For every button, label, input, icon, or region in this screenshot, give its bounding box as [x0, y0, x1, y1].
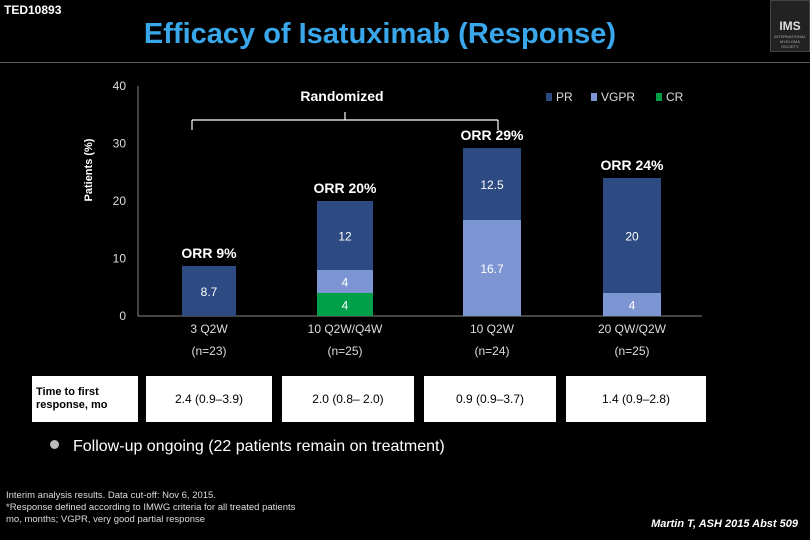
y-tick-label: 20 — [113, 194, 127, 208]
legend-swatch-cr — [656, 93, 662, 101]
bar-label: 4 — [342, 299, 349, 313]
bar-vgpr — [317, 270, 373, 293]
legend: PR VGPR CR — [546, 90, 684, 104]
orr-label: ORR 29% — [460, 127, 524, 143]
bar-pr — [182, 265, 236, 316]
legend-pr: PR — [556, 90, 573, 104]
legend-swatch-vgpr — [591, 93, 597, 101]
x-tick-label: 10 Q2W/Q4W — [308, 322, 383, 336]
y-tick-label: 10 — [113, 252, 127, 266]
randomized-bracket — [191, 112, 499, 130]
bar-label: 4 — [629, 299, 636, 313]
x-tick-n-label: (n=24) — [474, 344, 509, 358]
time-to-response-table: Time to first response, mo 2.4 (0.9–3.9)… — [32, 376, 706, 422]
bullet-icon — [50, 440, 59, 450]
table-cell-3-q2w: 2.4 (0.9–3.9) — [146, 376, 272, 422]
table-cell-10-q2w: 0.9 (0.9–3.7) — [424, 376, 556, 422]
x-tick-n-label: (n=23) — [191, 344, 226, 358]
table-header: Time to first response, mo — [32, 376, 138, 422]
legend-vgpr: VGPR — [601, 90, 635, 104]
orr-label: ORR 20% — [313, 180, 377, 196]
response-bar-chart: 40 30 20 10 0 Patients (%) Randomized PR VGP… — [83, 79, 702, 358]
bar-pr — [603, 178, 661, 293]
bar-pr — [317, 201, 373, 270]
orr-label: ORR 9% — [181, 245, 237, 261]
bar-label: 16.7 — [480, 262, 504, 276]
bullet-point: Follow-up ongoing (22 patients remain on… — [50, 438, 445, 456]
title-divider — [0, 62, 810, 63]
legend-cr: CR — [666, 90, 684, 104]
bar-label: 4 — [342, 276, 349, 290]
bar-vgpr — [603, 293, 661, 316]
bar-label: 12 — [338, 230, 352, 244]
footnote-line: Interim analysis results. Data cut-off: … — [6, 490, 216, 501]
ims-logo: IMS INTERNATIONAL MYELOMA SOCIETY — [770, 0, 810, 52]
table-cell-10-q2w-q4w: 2.0 (0.8– 2.0) — [282, 376, 414, 422]
y-tick-label: 30 — [113, 137, 127, 151]
y-tick-labels: 40 30 20 10 0 — [113, 79, 127, 323]
footnote-line: *Response defined according to IMWG crit… — [6, 502, 296, 513]
logo-subtext: INTERNATIONAL MYELOMA SOCIETY — [774, 34, 806, 49]
legend-swatch-pr — [546, 93, 552, 101]
x-tick-label: 3 Q2W — [190, 322, 228, 336]
footnote: Interim analysis results. Data cut-off: … — [6, 490, 295, 526]
bar-label: 20 — [625, 230, 639, 244]
y-tick-label: 40 — [113, 79, 127, 93]
slide-title: Efficacy of Isatuximab (Response) — [143, 18, 617, 50]
footnote-line: mo, months; VGPR, very good partial resp… — [6, 514, 206, 525]
randomized-label: Randomized — [300, 88, 383, 104]
table-cell-20-qw-q2w: 1.4 (0.9–2.8) — [566, 376, 706, 422]
x-tick-n-label: (n=25) — [614, 344, 649, 358]
x-tick-label: 20 QW/Q2W — [598, 322, 667, 336]
y-tick-label: 0 — [119, 309, 126, 323]
citation: Martin T, ASH 2015 Abst 509 — [651, 518, 798, 530]
bullet-text: Follow-up ongoing (22 patients remain on… — [73, 438, 445, 455]
x-tick-n-label: (n=25) — [327, 344, 362, 358]
x-tick-labels: 3 Q2W (n=23) 10 Q2W/Q4W (n=25) 10 Q2W (n=24) 2… — [190, 322, 666, 358]
orr-label: ORR 24% — [600, 157, 664, 173]
bar-pr — [463, 148, 521, 220]
logo-text: IMS — [779, 19, 801, 33]
bar-vgpr — [463, 219, 521, 316]
x-tick-label: 10 Q2W — [470, 322, 515, 336]
study-code: TED10893 — [4, 3, 62, 17]
bars: 8.7 ORR 9% 4 4 12 ORR 20% 16.7 12.5 ORR 29% 4 20 OR… — [181, 127, 664, 316]
y-axis-label: Patients (%) — [83, 138, 95, 201]
bar-cr — [317, 293, 373, 316]
bar-label: 8.7 — [201, 285, 218, 299]
bar-label: 12.5 — [480, 178, 504, 192]
